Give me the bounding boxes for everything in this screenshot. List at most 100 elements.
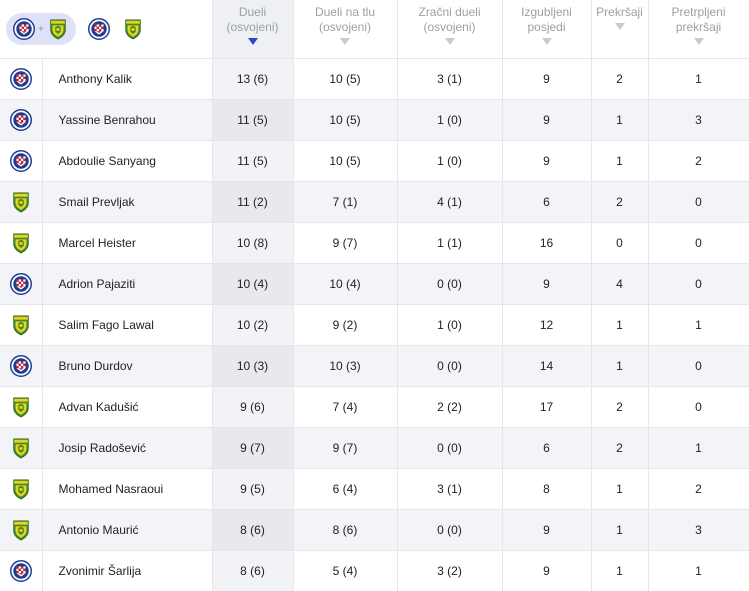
cell-duels: 10 (8) xyxy=(212,222,294,264)
table-row[interactable]: Bruno Durdov 10 (3) 10 (3) 0 (0) 14 1 0 xyxy=(0,345,749,387)
table-row[interactable]: Josip Radošević 9 (7) 9 (7) 0 (0) 6 2 1 xyxy=(0,427,749,469)
cell-possession-lost: 17 xyxy=(502,386,592,428)
filter-hajduk-button[interactable] xyxy=(88,18,110,40)
team-filter-group: + xyxy=(0,0,212,58)
player-name[interactable]: Advan Kadušić xyxy=(42,386,213,428)
hajduk-crest-icon xyxy=(10,109,32,131)
team-logo-cell xyxy=(0,222,43,264)
table-row[interactable]: Zvonimir Šarlija 8 (6) 5 (4) 3 (2) 9 1 1 xyxy=(0,550,749,591)
cell-ground-duels: 9 (7) xyxy=(293,222,398,264)
column-header-fouls[interactable]: Prekršaji xyxy=(591,0,649,59)
cell-possession-lost: 8 xyxy=(502,468,592,510)
cell-aerial-duels: 3 (2) xyxy=(397,550,503,591)
column-header-possession-lost[interactable]: Izgubljeni posjedi xyxy=(502,0,592,59)
cell-ground-duels: 10 (5) xyxy=(293,140,398,182)
team-logo-cell xyxy=(0,427,43,469)
istra-crest-icon xyxy=(10,396,32,418)
cell-fouls: 1 xyxy=(591,468,649,510)
filter-both-teams-button[interactable]: + xyxy=(6,13,76,45)
cell-ground-duels: 10 (3) xyxy=(293,345,398,387)
cell-possession-lost: 14 xyxy=(502,345,592,387)
cell-duels: 10 (4) xyxy=(212,263,294,305)
cell-possession-lost: 9 xyxy=(502,509,592,551)
cell-fouls: 1 xyxy=(591,140,649,182)
column-header-aerial-duels[interactable]: Zračni dueli (osvojeni) xyxy=(397,0,503,59)
player-name[interactable]: Antonio Maurić xyxy=(42,509,213,551)
istra-crest-icon xyxy=(10,519,32,541)
cell-ground-duels: 10 (4) xyxy=(293,263,398,305)
filter-istra-button[interactable] xyxy=(122,18,144,40)
cell-was-fouled: 3 xyxy=(648,509,749,551)
sort-desc-icon xyxy=(247,38,258,45)
cell-was-fouled: 0 xyxy=(648,222,749,264)
cell-ground-duels: 6 (4) xyxy=(293,468,398,510)
cell-ground-duels: 10 (5) xyxy=(293,99,398,141)
cell-fouls: 1 xyxy=(591,509,649,551)
table-row[interactable]: Marcel Heister 10 (8) 9 (7) 1 (1) 16 0 0 xyxy=(0,222,749,264)
table-row[interactable]: Salim Fago Lawal 10 (2) 9 (2) 1 (0) 12 1 1 xyxy=(0,304,749,346)
cell-aerial-duels: 0 (0) xyxy=(397,427,503,469)
table-row[interactable]: Antonio Maurić 8 (6) 8 (6) 0 (0) 9 1 3 xyxy=(0,509,749,551)
table-row[interactable]: Adrion Pajaziti 10 (4) 10 (4) 0 (0) 9 4 0 xyxy=(0,263,749,305)
cell-possession-lost: 9 xyxy=(502,140,592,182)
cell-ground-duels: 10 (5) xyxy=(293,58,398,100)
cell-possession-lost: 12 xyxy=(502,304,592,346)
cell-possession-lost: 6 xyxy=(502,427,592,469)
cell-ground-duels: 8 (6) xyxy=(293,509,398,551)
table-row[interactable]: Mohamed Nasraoui 9 (5) 6 (4) 3 (1) 8 1 2 xyxy=(0,468,749,510)
hajduk-crest-icon xyxy=(10,68,32,90)
cell-duels: 9 (5) xyxy=(212,468,294,510)
cell-fouls: 1 xyxy=(591,345,649,387)
player-name[interactable]: Salim Fago Lawal xyxy=(42,304,213,346)
team-logo-cell xyxy=(0,550,43,591)
istra-crest-icon xyxy=(10,437,32,459)
player-name[interactable]: Josip Radošević xyxy=(42,427,213,469)
plus-separator: + xyxy=(38,23,44,35)
table-row[interactable]: Yassine Benrahou 11 (5) 10 (5) 1 (0) 9 1 3 xyxy=(0,99,749,141)
cell-possession-lost: 9 xyxy=(502,263,592,305)
cell-ground-duels: 7 (4) xyxy=(293,386,398,428)
table-row[interactable]: Smail Prevljak 11 (2) 7 (1) 4 (1) 6 2 0 xyxy=(0,181,749,223)
player-name[interactable]: Abdoulie Sanyang xyxy=(42,140,213,182)
hajduk-crest-icon xyxy=(10,273,32,295)
cell-duels: 10 (2) xyxy=(212,304,294,346)
hajduk-crest-icon xyxy=(13,18,35,40)
table-row[interactable]: Abdoulie Sanyang 11 (5) 10 (5) 1 (0) 9 1 2 xyxy=(0,140,749,182)
column-header-ground-duels[interactable]: Dueli na tlu (osvojeni) xyxy=(293,0,398,59)
team-logo-cell xyxy=(0,58,43,100)
sort-arrow-icon xyxy=(541,38,552,45)
player-name[interactable]: Marcel Heister xyxy=(42,222,213,264)
cell-fouls: 0 xyxy=(591,222,649,264)
column-header-aerial-duels-label: Zračni dueli (osvojeni) xyxy=(418,5,481,34)
hajduk-crest-icon xyxy=(10,560,32,582)
player-name[interactable]: Zvonimir Šarlija xyxy=(42,550,213,591)
cell-aerial-duels: 3 (1) xyxy=(397,58,503,100)
cell-aerial-duels: 1 (0) xyxy=(397,140,503,182)
table-row[interactable]: Advan Kadušić 9 (6) 7 (4) 2 (2) 17 2 0 xyxy=(0,386,749,428)
cell-possession-lost: 9 xyxy=(502,550,592,591)
cell-duels: 11 (5) xyxy=(212,99,294,141)
table-body: Anthony Kalik 13 (6) 10 (5) 3 (1) 9 2 1 Yassine… xyxy=(0,58,749,591)
cell-duels: 11 (5) xyxy=(212,140,294,182)
player-name[interactable]: Anthony Kalik xyxy=(42,58,213,100)
cell-aerial-duels: 0 (0) xyxy=(397,263,503,305)
player-name[interactable]: Bruno Durdov xyxy=(42,345,213,387)
cell-fouls: 1 xyxy=(591,99,649,141)
cell-aerial-duels: 4 (1) xyxy=(397,181,503,223)
column-header-fouls-label: Prekršaji xyxy=(596,5,643,19)
cell-was-fouled: 2 xyxy=(648,468,749,510)
player-name[interactable]: Smail Prevljak xyxy=(42,181,213,223)
table-row[interactable]: Anthony Kalik 13 (6) 10 (5) 3 (1) 9 2 1 xyxy=(0,58,749,100)
player-name[interactable]: Mohamed Nasraoui xyxy=(42,468,213,510)
cell-was-fouled: 0 xyxy=(648,181,749,223)
cell-aerial-duels: 3 (1) xyxy=(397,468,503,510)
cell-aerial-duels: 0 (0) xyxy=(397,345,503,387)
player-name[interactable]: Yassine Benrahou xyxy=(42,99,213,141)
cell-ground-duels: 9 (2) xyxy=(293,304,398,346)
column-header-duels[interactable]: Dueli (osvojeni) xyxy=(212,0,294,59)
team-logo-cell xyxy=(0,304,43,346)
player-name[interactable]: Adrion Pajaziti xyxy=(42,263,213,305)
column-header-was-fouled[interactable]: Pretrpljeni prekršaji xyxy=(648,0,749,59)
cell-aerial-duels: 0 (0) xyxy=(397,509,503,551)
